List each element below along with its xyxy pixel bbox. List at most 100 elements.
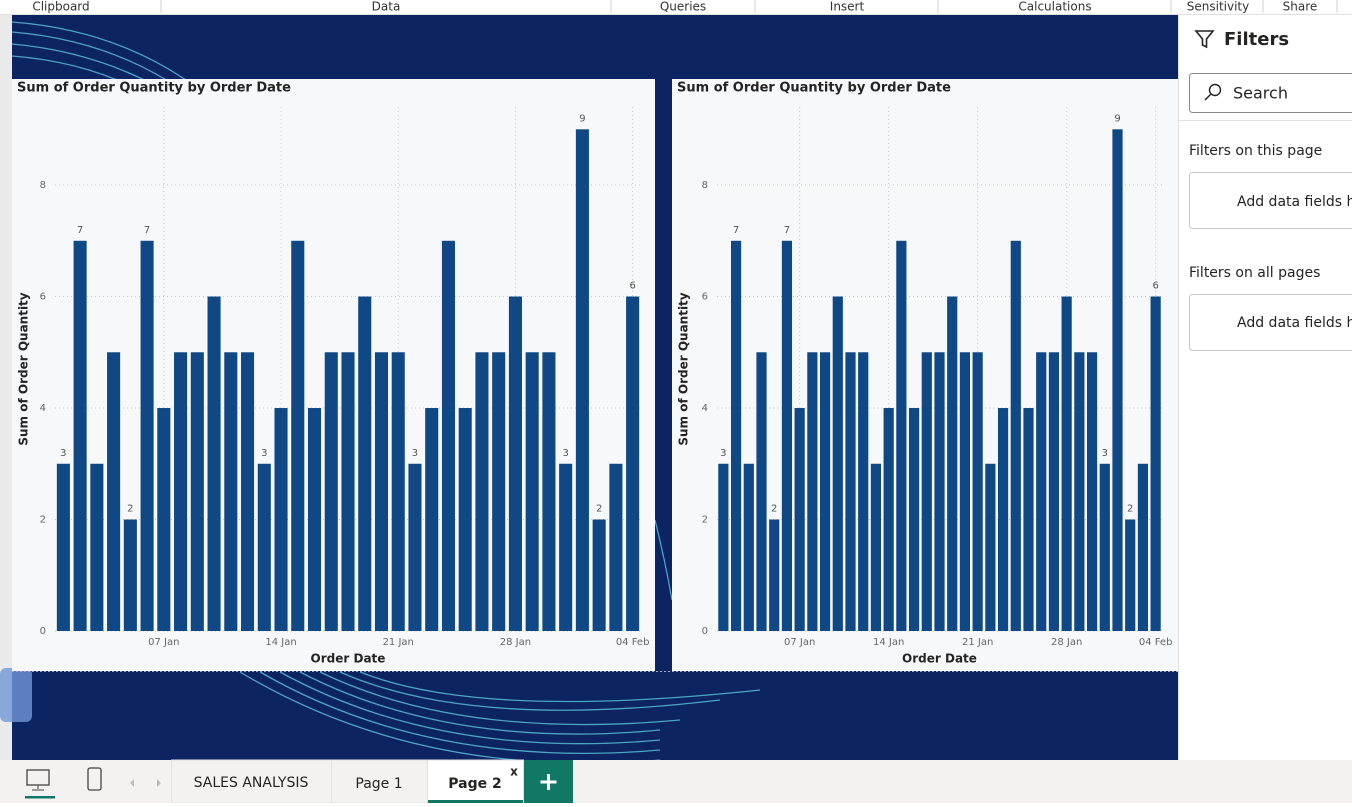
bar (1023, 408, 1033, 631)
x-axis-title: Order Date (311, 652, 386, 666)
data-label: 7 (733, 225, 739, 236)
bar (922, 352, 932, 631)
bar (274, 408, 287, 631)
bar (1112, 129, 1122, 631)
x-axis-title: Order Date (902, 652, 977, 666)
drop-placeholder: Add data fields here (1237, 315, 1352, 331)
bar (576, 129, 589, 631)
bar (291, 241, 304, 631)
bar (1138, 464, 1148, 631)
bar (833, 297, 843, 631)
bar (718, 464, 728, 631)
ribbon-group: Clipboard (32, 0, 89, 14)
data-label: 3 (412, 448, 418, 459)
bar (626, 297, 639, 631)
ribbon-group: Queries (660, 0, 706, 14)
bar (325, 352, 338, 631)
data-label: 3 (720, 448, 726, 459)
bar (934, 352, 944, 631)
data-label: 6 (629, 281, 635, 292)
bar (1011, 241, 1021, 631)
data-label: 9 (579, 113, 585, 124)
bar (845, 352, 855, 631)
y-tick-label: 0 (40, 626, 46, 637)
x-tick-label: 21 Jan (962, 637, 993, 648)
bar (1049, 352, 1059, 631)
bar (191, 352, 204, 631)
bar (807, 352, 817, 631)
data-label: 3 (562, 448, 568, 459)
data-label: 9 (1114, 113, 1120, 124)
data-label: 2 (1127, 504, 1133, 515)
bar (593, 520, 606, 631)
bar (241, 352, 254, 631)
bar (756, 352, 766, 631)
ribbon-group: Sensitivity (1187, 0, 1249, 14)
y-tick-label: 4 (702, 403, 708, 414)
y-tick-label: 8 (40, 180, 46, 191)
filters-title: Filters (1224, 29, 1289, 50)
bar (896, 241, 906, 631)
bar (559, 464, 572, 631)
bar (998, 408, 1008, 631)
y-tick-label: 4 (40, 403, 46, 414)
bar (258, 464, 271, 631)
x-tick-label: 07 Jan (148, 637, 179, 648)
bar (858, 352, 868, 631)
bar (157, 408, 170, 631)
data-label: 3 (1102, 448, 1108, 459)
bar (1087, 352, 1097, 631)
bar (90, 464, 103, 631)
bar (341, 352, 354, 631)
ribbon-group: Share (1283, 0, 1318, 14)
tab-close[interactable]: x (510, 765, 518, 779)
bar (1100, 464, 1110, 631)
bar (308, 408, 321, 631)
search-placeholder: Search (1233, 84, 1288, 103)
bar (442, 241, 455, 631)
bar (731, 241, 741, 631)
drop-placeholder: Add data fields here (1237, 194, 1352, 210)
bar (1036, 352, 1046, 631)
bar (124, 520, 137, 631)
bar (57, 464, 70, 631)
data-label: 2 (596, 504, 602, 515)
ribbon-group: Data (372, 0, 401, 14)
y-tick-label: 2 (40, 515, 46, 526)
bar (609, 464, 622, 631)
bar (769, 520, 779, 631)
data-label: 7 (784, 225, 790, 236)
bar (358, 297, 371, 631)
x-tick-label: 28 Jan (1051, 637, 1082, 648)
bar (74, 241, 87, 631)
bar (960, 352, 970, 631)
y-axis-title: Sum of Order Quantity (17, 292, 31, 445)
bar (475, 352, 488, 631)
section-label: Filters on all pages (1189, 265, 1320, 281)
bar (208, 297, 221, 631)
y-tick-label: 0 (702, 626, 708, 637)
y-tick-label: 8 (702, 180, 708, 191)
tab-label: SALES ANALYSIS (194, 775, 309, 791)
bar (782, 241, 792, 631)
bar (107, 352, 120, 631)
data-label: 7 (144, 225, 150, 236)
tab-label: Page 2 (448, 776, 501, 792)
section-label: Filters on this page (1189, 143, 1322, 159)
y-tick-label: 6 (702, 292, 708, 303)
bar (973, 352, 983, 631)
bar (492, 352, 505, 631)
ribbon-group: Calculations (1018, 0, 1091, 14)
bar (947, 297, 957, 631)
bar (526, 352, 539, 631)
filter-pane (1178, 15, 1352, 760)
tab-label: Page 1 (355, 776, 402, 792)
ribbon-group: Insert (830, 0, 865, 14)
y-tick-label: 6 (40, 292, 46, 303)
data-label: 2 (127, 504, 133, 515)
data-label: 3 (261, 448, 267, 459)
x-tick-label: 28 Jan (500, 637, 531, 648)
y-axis-title: Sum of Order Quantity (677, 292, 691, 445)
bar (884, 408, 894, 631)
